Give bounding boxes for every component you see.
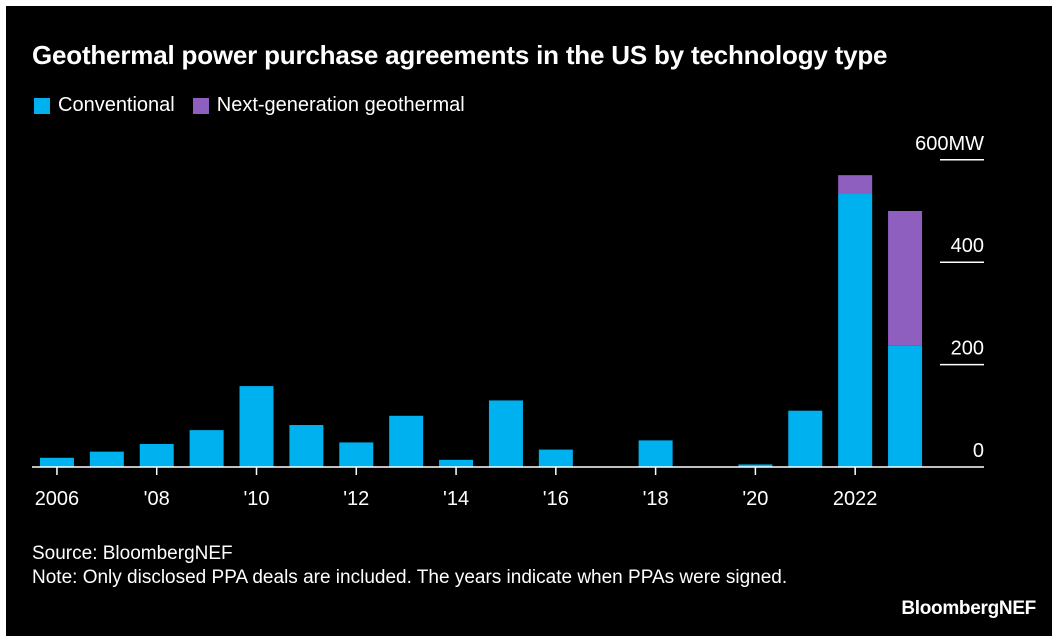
- bar-conventional: [339, 442, 374, 467]
- x-tick-label: '12: [343, 488, 369, 510]
- bar-conventional: [389, 415, 424, 467]
- chart-title: Geothermal power purchase agreements in …: [32, 40, 888, 70]
- chart-card: Geothermal power purchase agreements in …: [6, 6, 1052, 636]
- legend: Conventional Next-generation geothermal: [34, 94, 483, 117]
- bar-conventional: [239, 386, 274, 467]
- bar-conventional: [139, 443, 174, 467]
- bar-conventional: [439, 459, 474, 467]
- bar-chart: 0 200 400 600MW 2006 '08 '10 '12 '14 '16 '18 '20 202…: [32, 133, 984, 510]
- x-tick-label: 2022: [833, 488, 878, 510]
- legend-swatch-conventional: [34, 97, 50, 114]
- y-tick-label: 600MW: [915, 133, 984, 155]
- bar-conventional: [39, 457, 74, 467]
- brand-logo: BloombergNEF: [901, 598, 1036, 619]
- bar-conventional: [289, 425, 324, 467]
- bar-conventional: [788, 410, 823, 467]
- x-tick-label: '16: [543, 488, 569, 510]
- x-tick-label: '10: [243, 488, 269, 510]
- legend-label-conventional: Conventional: [58, 94, 175, 116]
- bar-next-generation: [838, 175, 873, 194]
- x-tick-label: '14: [443, 488, 469, 510]
- bar-next-generation: [888, 211, 923, 346]
- x-tick-label: '18: [643, 488, 669, 510]
- bar-conventional: [838, 193, 873, 467]
- legend-label-next-generation: Next-generation geothermal: [216, 94, 465, 116]
- legend-item-next-generation: Next-generation geothermal: [192, 94, 465, 117]
- bar-conventional: [638, 440, 673, 467]
- note-text: Note: Only disclosed PPA deals are inclu…: [32, 567, 788, 588]
- bar-conventional: [888, 345, 923, 467]
- source-text: Source: BloombergNEF: [32, 543, 233, 564]
- bar-conventional: [89, 451, 124, 467]
- bar-conventional: [488, 400, 523, 467]
- y-tick-label: 400: [951, 235, 984, 257]
- legend-swatch-next-generation: [192, 97, 209, 114]
- x-tick-label: '20: [742, 488, 768, 510]
- y-tick-label: 200: [951, 338, 984, 360]
- bar-conventional: [738, 464, 773, 467]
- x-tick-label: 2006: [35, 488, 80, 510]
- bar-conventional: [189, 430, 224, 467]
- x-tick-label: '08: [144, 488, 170, 510]
- y-tick-label: 0: [973, 440, 984, 462]
- bar-conventional: [538, 449, 573, 467]
- footer: Source: BloombergNEF Note: Only disclose…: [32, 542, 832, 590]
- legend-item-conventional: Conventional: [34, 94, 175, 117]
